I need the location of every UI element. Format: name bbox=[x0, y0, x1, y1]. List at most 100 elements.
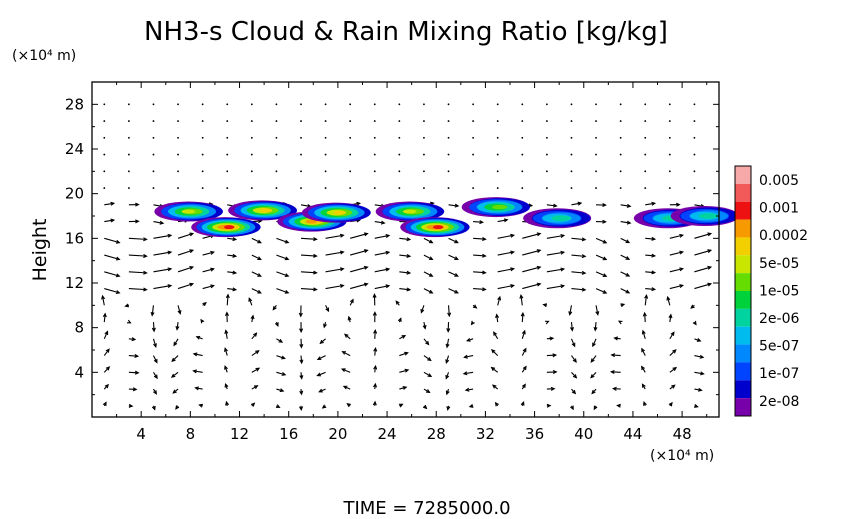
y-tick-label: 8 bbox=[74, 319, 84, 337]
wind-vector bbox=[153, 221, 164, 224]
wind-vector bbox=[668, 136, 671, 139]
wind-vector-head bbox=[464, 387, 470, 392]
wind-vector bbox=[645, 288, 655, 290]
wind-vector-head bbox=[428, 239, 434, 244]
wind-vector bbox=[619, 170, 622, 173]
wind-vector bbox=[128, 355, 138, 357]
wind-vector-head bbox=[232, 270, 238, 275]
wind-vector bbox=[423, 288, 433, 294]
wind-vector bbox=[620, 204, 631, 207]
wind-vector bbox=[595, 120, 597, 122]
wind-vector-head bbox=[281, 355, 286, 360]
wind-vector bbox=[177, 187, 179, 189]
wind-vector bbox=[668, 153, 671, 156]
wind-vector bbox=[595, 288, 607, 294]
wind-vector bbox=[324, 120, 327, 122]
wind-vector bbox=[226, 136, 229, 139]
cloud-patch bbox=[670, 206, 739, 226]
wind-vector bbox=[496, 153, 499, 156]
wind-vector-head bbox=[401, 334, 407, 339]
cloud-patch bbox=[375, 201, 445, 222]
wind-vector bbox=[250, 153, 253, 156]
wind-vector bbox=[374, 330, 376, 339]
wind-vector-head bbox=[232, 287, 238, 292]
wind-vector bbox=[620, 288, 630, 294]
wind-vector-head bbox=[610, 353, 616, 358]
x-unit-label: (×10⁴ m) bbox=[650, 448, 714, 464]
wind-vector bbox=[251, 254, 262, 260]
wind-vector bbox=[374, 285, 390, 290]
wind-vector bbox=[496, 170, 499, 173]
wind-vector bbox=[569, 305, 573, 315]
wind-vector bbox=[373, 153, 376, 156]
wind-vector-head bbox=[671, 384, 676, 389]
wind-vector bbox=[300, 237, 317, 240]
wind-vector-head bbox=[510, 233, 515, 238]
wind-vector bbox=[472, 153, 475, 156]
wind-vector-head bbox=[299, 375, 304, 380]
wind-vector-head bbox=[591, 389, 596, 395]
wind-vector bbox=[153, 251, 172, 256]
wind-vector bbox=[251, 237, 262, 244]
wind-vector-head bbox=[679, 233, 685, 238]
wind-vector bbox=[201, 120, 204, 122]
cloud-patch bbox=[154, 201, 223, 222]
wind-vector-head bbox=[620, 303, 626, 308]
wind-vector-head bbox=[550, 386, 556, 391]
wind-vector-head bbox=[641, 365, 645, 371]
wind-vector bbox=[546, 251, 564, 256]
wind-vector-head bbox=[699, 354, 705, 359]
wind-vector-head bbox=[569, 326, 575, 332]
wind-vector bbox=[349, 103, 352, 106]
wind-vector-head bbox=[397, 317, 402, 322]
colorbar-swatch bbox=[735, 201, 751, 220]
wind-vector bbox=[592, 338, 597, 347]
wind-vector-head bbox=[279, 388, 285, 393]
wind-vector-head bbox=[167, 233, 173, 238]
wind-vector bbox=[448, 237, 459, 244]
wind-vector-head bbox=[104, 330, 109, 336]
wind-vector-head bbox=[510, 284, 515, 288]
cloud-contour bbox=[551, 215, 571, 222]
wind-vector bbox=[620, 271, 630, 277]
wind-vector bbox=[693, 136, 696, 139]
wind-vector bbox=[423, 136, 425, 139]
wind-vector bbox=[153, 234, 172, 239]
wind-vector-head bbox=[284, 239, 290, 244]
wind-vector bbox=[641, 348, 646, 356]
wind-vector bbox=[275, 136, 278, 139]
wind-vector bbox=[250, 136, 253, 139]
wind-vector bbox=[595, 237, 607, 244]
wind-vector bbox=[275, 187, 278, 189]
wind-vector bbox=[644, 136, 647, 139]
wind-vector-head bbox=[454, 289, 459, 294]
wind-vector-head bbox=[560, 233, 566, 238]
wind-vector bbox=[275, 153, 278, 156]
wind-vector-head bbox=[224, 382, 229, 388]
wind-vector bbox=[177, 305, 181, 314]
wind-vector-head bbox=[497, 295, 502, 301]
wind-vector bbox=[693, 187, 696, 189]
wind-vector bbox=[497, 284, 514, 290]
wind-vector-head bbox=[192, 369, 197, 374]
wind-vector bbox=[595, 254, 607, 261]
wind-vector bbox=[398, 103, 401, 106]
wind-vector bbox=[399, 271, 411, 274]
wind-vector-head bbox=[552, 353, 558, 358]
wind-vector-head bbox=[572, 358, 577, 363]
wind-vector-head bbox=[143, 237, 148, 242]
wind-vector bbox=[694, 355, 704, 358]
wind-vector-head bbox=[159, 220, 165, 225]
wind-vector bbox=[324, 170, 327, 173]
wind-vector-head bbox=[445, 343, 450, 349]
wind-vector bbox=[619, 136, 622, 139]
wind-vector bbox=[127, 120, 130, 122]
x-tick-label: 16 bbox=[279, 425, 298, 443]
colorbar-label: 5e-05 bbox=[759, 256, 799, 272]
wind-vector-head bbox=[602, 273, 608, 277]
wind-vector bbox=[694, 249, 712, 256]
colorbar: 0.005 0.001 0.0002 5e-05 1e-05 2e-06 5e-07 1e-0… bbox=[734, 165, 808, 417]
wind-vector bbox=[300, 136, 302, 139]
wind-vector-head bbox=[132, 387, 138, 392]
wind-vector-head bbox=[189, 232, 195, 237]
